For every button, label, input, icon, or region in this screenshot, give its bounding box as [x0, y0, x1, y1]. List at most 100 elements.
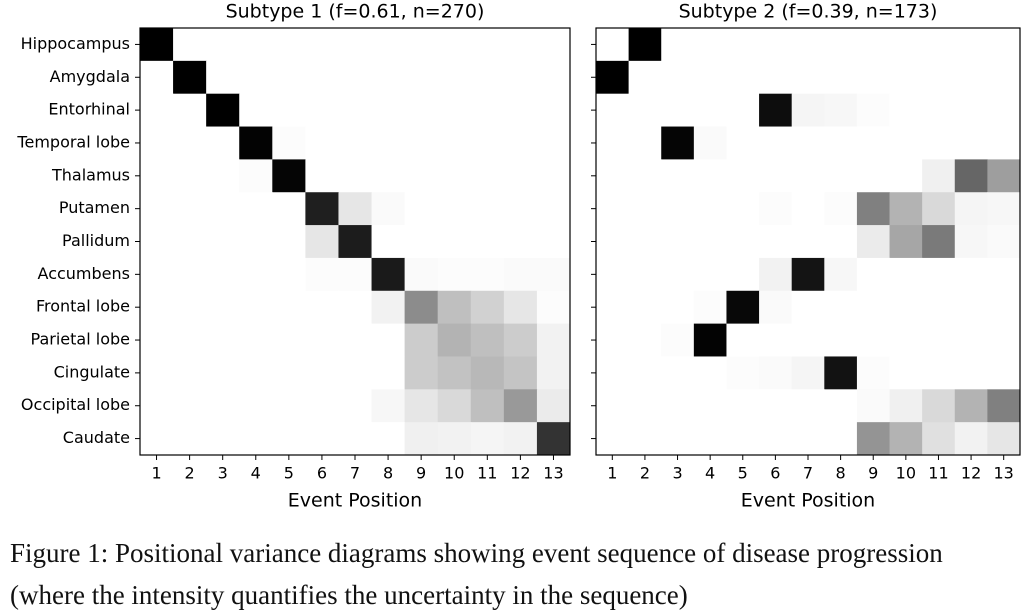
heatmap-cell: [596, 28, 630, 62]
heatmap-cell: [305, 422, 339, 456]
heatmap-cell: [856, 159, 891, 193]
heatmap-cell: [628, 422, 662, 456]
heatmap-cell: [791, 257, 825, 292]
heatmap-cell: [922, 126, 956, 160]
heatmap-cell: [404, 422, 439, 456]
heatmap-cell: [173, 323, 207, 357]
heatmap-cell: [824, 356, 858, 390]
heatmap-cell: [338, 422, 373, 456]
heatmap-cell: [140, 225, 174, 259]
heatmap-cell: [856, 28, 891, 62]
heatmap-cell: [661, 159, 695, 193]
heatmap-cell: [206, 192, 240, 226]
heatmap-cell: [338, 257, 373, 292]
heatmap-cell: [404, 60, 439, 95]
heatmap-cell: [503, 93, 538, 128]
heatmap-cell: [628, 290, 662, 325]
heatmap-cell: [596, 60, 630, 95]
heatmap-cell: [239, 159, 273, 193]
heatmap-cell: [824, 422, 858, 456]
heatmap-cell: [596, 323, 630, 357]
heatmap-cell: [173, 93, 207, 128]
y-tick-label: Pallidum: [62, 231, 130, 250]
heatmap-cell: [987, 225, 1021, 259]
x-tick-label: 10: [896, 464, 916, 483]
heatmap-cell: [272, 192, 306, 226]
x-tick-label: 9: [416, 464, 426, 483]
heatmap-cell: [856, 422, 891, 456]
x-tick-label: 9: [868, 464, 878, 483]
heatmap-cell: [239, 60, 273, 95]
heatmap-cell: [824, 389, 858, 423]
heatmap-cell: [305, 356, 339, 390]
heatmap-cell: [140, 60, 174, 95]
heatmap-cell: [173, 159, 207, 193]
figure: Subtype 1 (f=0.61, n=270) Event Position 1…: [16, 1, 1021, 512]
heatmap-cell: [338, 159, 373, 193]
heatmap-cell: [693, 257, 727, 292]
heatmap-cell: [239, 422, 273, 456]
heatmap-cell: [305, 257, 339, 292]
heatmap-cell: [759, 323, 793, 357]
heatmap-cell: [239, 257, 273, 292]
heatmap-cell: [791, 323, 825, 357]
heatmap-cell: [759, 225, 793, 259]
heatmap-cell: [661, 60, 695, 95]
x-axis-label: Event Position: [288, 490, 422, 512]
heatmap-cell: [661, 225, 695, 259]
heatmap-cell: [889, 93, 923, 128]
heatmap-cell: [824, 159, 858, 193]
heatmap-cell: [470, 192, 505, 226]
heatmap-cell: [922, 257, 956, 292]
heatmap-cell: [791, 28, 825, 62]
heatmap-cell: [140, 389, 174, 423]
heatmap-cell: [856, 225, 891, 259]
heatmap-cell: [503, 356, 538, 390]
x-tick-label: 5: [284, 464, 294, 483]
heatmap-cell: [305, 93, 339, 128]
heatmap-cell: [596, 225, 630, 259]
heatmap-cell: [889, 192, 923, 226]
heatmap-cell: [437, 225, 472, 259]
y-tick-label: Temporal lobe: [16, 132, 130, 151]
heatmap-cell: [759, 389, 793, 423]
heatmap-cell: [693, 389, 727, 423]
heatmap-cell: [272, 257, 306, 292]
heatmap-cell: [628, 159, 662, 193]
heatmap-cell: [628, 126, 662, 160]
heatmap-cell: [922, 93, 956, 128]
heatmap-cell: [140, 257, 174, 292]
heatmap-cell: [371, 257, 406, 292]
heatmap-cell: [173, 422, 207, 456]
heatmap-cell: [503, 290, 538, 325]
heatmap-cell: [206, 389, 240, 423]
heatmap-cell: [824, 192, 858, 226]
heatmap-cell: [596, 389, 630, 423]
heatmap-cell: [661, 323, 695, 357]
heatmap-cell: [889, 28, 923, 62]
x-tick-label: 11: [477, 464, 497, 483]
heatmap-cell: [173, 225, 207, 259]
heatmap-cell: [536, 389, 571, 423]
heatmap-cell: [536, 323, 571, 357]
heatmap-cell: [987, 192, 1021, 226]
heatmap-cell: [404, 28, 439, 62]
heatmap-cell: [726, 159, 760, 193]
heatmap-cell: [272, 28, 306, 62]
heatmap-cell: [206, 225, 240, 259]
heatmap-cell: [661, 422, 695, 456]
heatmap-cell: [922, 356, 956, 390]
heatmap-cell: [596, 159, 630, 193]
heatmap-cell: [437, 60, 472, 95]
heatmap-cell: [889, 323, 923, 357]
y-tick-label: Accumbens: [38, 264, 130, 283]
heatmap-cell: [305, 389, 339, 423]
x-tick-label: 7: [803, 464, 813, 483]
heatmap-cell: [628, 389, 662, 423]
heatmap-cell: [856, 356, 891, 390]
heatmap-cell: [305, 60, 339, 95]
heatmap-cell: [140, 93, 174, 128]
heatmap-cell: [272, 356, 306, 390]
heatmap-cell: [239, 356, 273, 390]
heatmap-cell: [404, 356, 439, 390]
